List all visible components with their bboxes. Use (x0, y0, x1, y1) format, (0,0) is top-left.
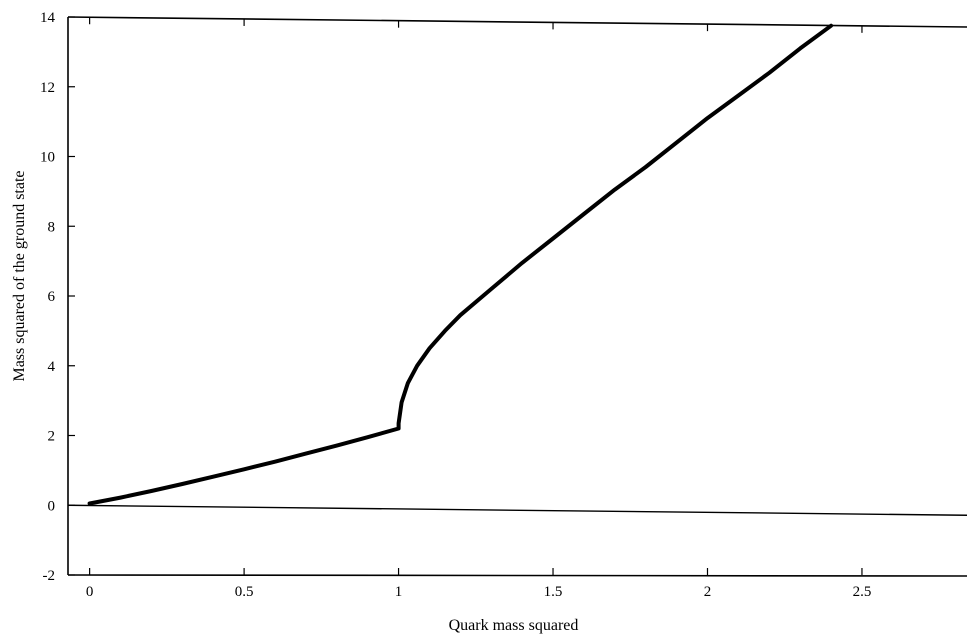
y-tick-label: 2 (48, 429, 56, 445)
x-tick-label: 1.5 (544, 584, 563, 600)
y-tick-label: 12 (40, 80, 55, 96)
x-tick-label: 2.5 (853, 584, 872, 600)
zero-line (67, 504, 967, 516)
y-tick-label: 14 (40, 10, 56, 26)
series-line-0 (87, 23, 834, 506)
x-axis-label: Quark mass squared (449, 617, 579, 634)
y-tick-label: 10 (40, 150, 55, 166)
top-axis-line (67, 16, 967, 28)
y-axis-label: Mass squared of the ground state (11, 170, 28, 381)
x-tick-label: 2 (704, 584, 712, 600)
x-tick-label: 0.5 (235, 584, 254, 600)
x-axis-line (67, 574, 967, 577)
y-tick-label: 6 (48, 289, 56, 305)
y-tick-label: -2 (43, 568, 56, 584)
x-tick-label: 1 (395, 584, 403, 600)
x-tick-label: 0 (86, 584, 94, 600)
y-tick-label: 4 (48, 359, 56, 375)
y-tick-label: 0 (48, 498, 56, 514)
y-tick-label: 8 (48, 219, 56, 235)
